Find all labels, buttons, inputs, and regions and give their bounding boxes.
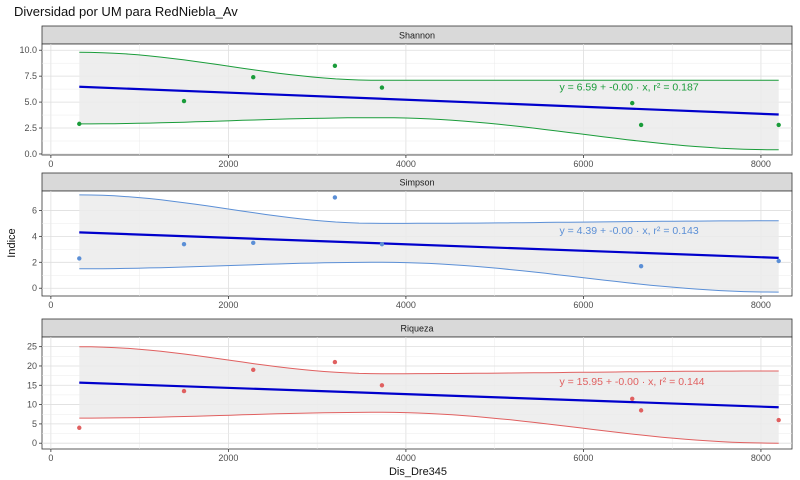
regression-line [79,381,779,409]
data-point [630,100,635,106]
data-point [379,241,385,247]
y-tick-label: 2.5 [24,123,37,133]
regression-line [79,231,779,259]
y-tick-label: 5.0 [24,97,37,107]
x-axis-title: Dis_Dre345 [389,466,447,478]
x-tick-label: 8000 [751,300,771,310]
data-point [332,63,338,68]
data-point [181,388,187,394]
regression-equation: y = 6.59 + -0.00 · x, r² = 0.187 [559,82,698,94]
x-tick-label: 2000 [218,159,238,169]
data-point [332,195,338,200]
data-point [181,98,187,104]
facet-strip-label: Simpson [399,178,434,188]
confidence-lower-line [79,411,779,444]
data-point [77,121,82,127]
confidence-lower-line [79,261,779,293]
x-tick-label: 4000 [396,453,416,463]
y-tick-label: 10 [27,400,37,410]
chart-title: Diversidad por UM para RedNiebla_Av [14,4,238,19]
data-point [251,74,256,80]
data-point [332,359,338,365]
regression-line [79,85,779,116]
y-tick-label: 0 [32,438,37,448]
regression-equation: y = 15.95 + -0.00 · x, r² = 0.144 [559,376,704,388]
x-tick-label: 8000 [751,453,771,463]
y-axis-title: Indice [6,228,18,257]
y-tick-label: 0 [32,283,37,293]
data-point [638,122,644,128]
facet-strip-label: Riqueza [400,324,433,334]
y-tick-label: 20 [27,361,37,371]
y-tick-label: 7.5 [24,71,37,81]
data-point [251,367,256,373]
y-tick-label: 10.0 [19,45,37,55]
confidence-lower-line [79,117,779,151]
panel-riqueza: Riqueza y = 15.95 + -0.00 · x, r² = 0.144… [27,318,793,463]
x-tick-label: 6000 [573,453,593,463]
y-tick-label: 2 [32,257,37,267]
data-point [251,240,256,246]
x-tick-label: 0 [48,300,53,310]
data-point [776,417,781,423]
x-tick-label: 2000 [218,453,238,463]
panel-shannon: Shannon y = 6.59 + -0.00 · x, r² = 0.187 0… [19,25,793,169]
y-tick-label: 25 [27,342,37,352]
y-tick-label: 6 [32,205,37,215]
x-tick-label: 6000 [573,300,593,310]
y-tick-label: 15 [27,380,37,390]
confidence-upper-line [79,194,779,224]
confidence-upper-line [79,51,779,81]
panel-simpson: Simpson y = 4.39 + -0.00 · x, r² = 0.143 0… [32,172,793,310]
data-point [630,396,635,401]
facet-panels: Shannon y = 6.59 + -0.00 · x, r² = 0.187 0… [19,25,793,463]
y-tick-label: 0.0 [24,149,37,159]
data-point [638,263,644,269]
data-point [776,258,781,264]
x-tick-label: 4000 [396,300,416,310]
confidence-upper-line [79,346,779,375]
facet-strip-label: Shannon [399,31,435,41]
data-point [379,85,385,90]
x-tick-label: 6000 [573,159,593,169]
x-tick-label: 0 [48,453,53,463]
data-point [379,383,385,388]
x-tick-label: 2000 [218,300,238,310]
regression-equation: y = 4.39 + -0.00 · x, r² = 0.143 [559,225,698,237]
y-tick-label: 5 [32,419,37,429]
confidence-ribbon [79,194,779,293]
data-point [181,241,187,247]
data-point [776,122,781,128]
x-tick-label: 8000 [751,159,771,169]
data-point [77,256,82,261]
data-point [638,408,644,413]
x-tick-label: 4000 [396,159,416,169]
data-point [77,425,82,430]
x-tick-label: 0 [48,159,53,169]
y-tick-label: 4 [32,231,37,241]
